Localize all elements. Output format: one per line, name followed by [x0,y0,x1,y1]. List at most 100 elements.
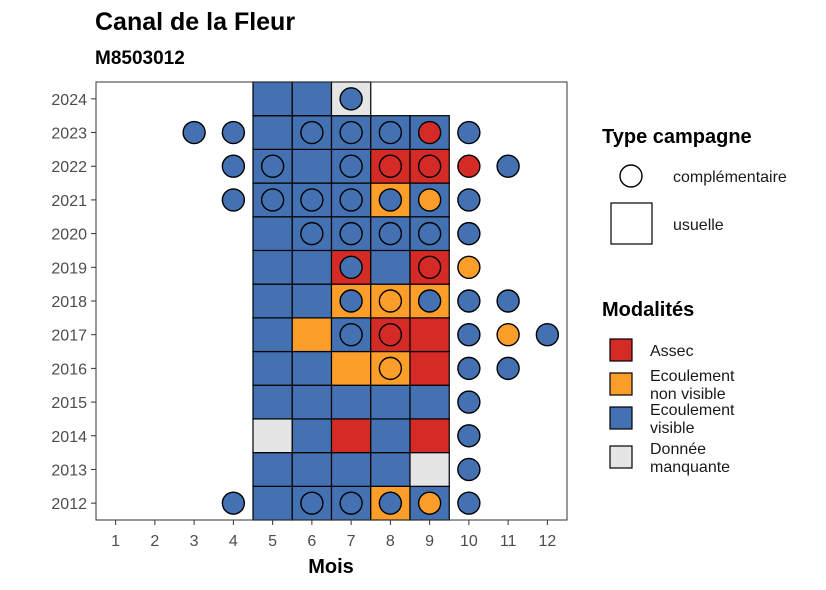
point-2019-10 [457,255,481,280]
tile-2015-5 [252,384,293,420]
legend-swatch-3 [609,445,633,469]
y-tick-label-2017: 2017 [51,328,87,345]
y-tick-label-2012: 2012 [51,496,87,513]
x-axis-title: Mois [308,556,354,578]
point-2016-8 [378,356,403,381]
point-2012-10 [457,491,481,515]
legend-swatch-1 [609,372,633,396]
y-tick-label-2013: 2013 [51,462,87,479]
point-2024-7 [339,87,363,111]
tile-2013-9 [409,452,450,487]
tile-2013-6 [291,452,333,487]
tile-2013-7 [330,452,372,487]
y-tick-label-2018: 2018 [51,294,87,311]
x-tick-label-12: 12 [538,533,556,550]
point-2022-11 [496,154,520,178]
tile-2018-5 [252,283,293,319]
tile-2017-6 [291,317,333,353]
x-tick-label-1: 1 [111,533,120,550]
y-axis: 2012 2013 2014 2015 2016 2017 2018 2019 2020 2021… [51,92,96,513]
legend-circle-icon [619,164,643,188]
point-2023-10 [457,120,481,145]
legend-modalite-label-3-1: manquante [650,459,730,476]
legend-type-label-1: usuelle [673,217,724,234]
point-2018-9 [417,289,442,313]
point-2023-9 [417,120,442,145]
point-2023-3 [182,120,206,145]
x-tick-label-6: 6 [307,533,316,550]
tile-2014-6 [291,418,333,454]
tile-2023-5 [252,115,293,150]
point-2022-4 [221,154,246,178]
legend-type-label-0: complémentaire [673,169,787,186]
point-2020-9 [417,221,442,246]
tile-2016-5 [252,350,293,386]
point-2018-11 [496,289,520,313]
legend-type-title: Type campagne [602,126,752,148]
tile-2015-8 [370,384,411,420]
point-2014-10 [457,424,481,448]
legend-square-icon [610,202,653,245]
point-2020-7 [339,221,363,246]
legend-type-campagne: Type campagne complémentaire usuelle [602,126,787,245]
point-2018-8 [378,289,403,313]
tile-2019-6 [291,249,333,285]
tile-2019-8 [370,249,411,285]
point-2023-7 [339,120,363,145]
y-tick-label-2022: 2022 [51,159,87,176]
point-2012-7 [339,491,363,515]
tile-2017-9 [409,317,450,353]
point-2022-9 [417,154,442,178]
tile-2019-5 [252,249,293,285]
x-tick-label-8: 8 [386,533,395,550]
point-2012-8 [378,491,403,515]
x-tick-label-5: 5 [268,533,277,550]
y-tick-label-2015: 2015 [51,395,87,412]
tile-2015-7 [330,384,372,420]
point-2021-4 [221,188,246,212]
point-2022-5 [260,154,285,178]
x-tick-label-10: 10 [460,533,478,550]
legend-modalite-label-2-0: Ecoulement [650,402,735,419]
point-2023-6 [300,120,324,145]
point-2021-10 [457,188,481,212]
y-tick-label-2024: 2024 [51,92,87,109]
point-2018-7 [339,289,363,313]
tile-2014-8 [370,418,411,454]
tile-2022-6 [291,148,333,184]
tile-2020-5 [252,216,293,252]
legend-modalite-label-2-1: visible [650,420,695,437]
tile-2016-6 [291,350,333,386]
tile-2012-5 [252,485,293,521]
point-2017-11 [496,322,520,347]
point-2013-10 [457,457,481,482]
tile-2016-9 [409,350,450,386]
point-2015-10 [457,390,481,414]
point-2022-10 [457,154,481,178]
tile-2014-5 [252,418,293,454]
point-2016-10 [457,356,481,381]
point-2017-8 [378,322,403,347]
y-tick-label-2023: 2023 [51,126,87,143]
point-2019-9 [417,255,442,280]
tile-2013-5 [252,452,293,487]
legend-modalite-label-1-1: non visible [650,386,726,403]
legend-modalites-title: Modalités [602,299,694,321]
x-tick-label-11: 11 [500,533,517,550]
point-2018-10 [457,289,481,313]
tile-2024-6 [291,81,333,117]
legend-swatch-2 [609,406,633,430]
y-tick-label-2020: 2020 [51,227,87,244]
tile-2015-6 [291,384,333,420]
tile-2024-5 [252,81,293,117]
point-2021-7 [339,188,363,212]
x-tick-label-9: 9 [425,533,434,550]
point-2023-4 [221,120,246,145]
legend-modalite-label-1-0: Ecoulement [650,368,735,385]
point-2012-9 [417,491,442,515]
point-2021-6 [300,188,324,212]
point-2012-4 [221,491,246,515]
usuelle-tiles [252,81,450,521]
